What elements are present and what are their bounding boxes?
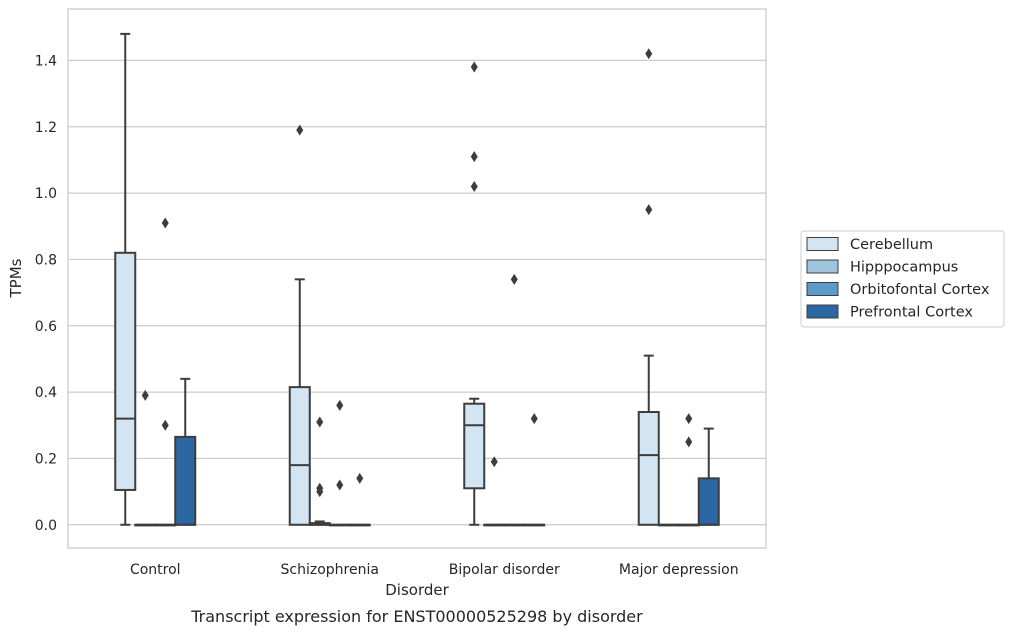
outlier-point [685, 413, 693, 425]
box [288, 386, 311, 526]
y-tick-label: 0.2 [35, 451, 57, 467]
outlier-point [316, 486, 324, 498]
legend-swatch [806, 259, 839, 274]
legend-swatch [806, 237, 839, 251]
x-tick-label: Schizophrenia [281, 562, 379, 578]
outlier-point [490, 456, 498, 468]
y-axis-title: TPMs [7, 258, 25, 298]
y-tick-label: 1.4 [35, 53, 57, 69]
legend-label: Orbitofontal Cortex [850, 282, 990, 298]
legend: Cerebellum Hipppocampus Orbitofontal Corte… [800, 230, 1005, 328]
legend-label: Cerebellum [850, 237, 933, 253]
outlier-point [336, 399, 344, 411]
outlier-point [356, 472, 364, 484]
box [114, 251, 137, 491]
outlier-point [161, 217, 169, 229]
legend-frame [800, 230, 1005, 328]
legend-label: Prefrontal Cortex [850, 305, 973, 321]
y-tick-label: 0.6 [35, 319, 57, 335]
y-tick-label: 0.0 [35, 518, 57, 534]
y-tick-label: 0.8 [35, 252, 57, 268]
y-tick-label: 1.2 [35, 120, 57, 136]
outlier-point [141, 389, 149, 401]
y-tick-label: 0.4 [35, 385, 57, 401]
outlier-point [296, 124, 304, 136]
outlier-point [316, 416, 324, 428]
outlier-point [336, 479, 344, 491]
series-cerebellum [114, 32, 660, 526]
series-orbitofontal-cortex [154, 217, 700, 527]
x-tick-label: Bipolar disorder [449, 562, 560, 578]
box [697, 477, 720, 526]
x-axis-title: Disorder [385, 581, 449, 599]
outlier-point [470, 61, 478, 73]
series-prefrontal-cortex [174, 377, 720, 527]
outlier-point [645, 204, 653, 216]
outlier-point [530, 413, 538, 425]
box-series [114, 32, 720, 527]
plot-area-frame [67, 8, 767, 549]
legend-label: Hipppocampus [850, 260, 958, 276]
x-tick-label: Major depression [619, 562, 739, 578]
x-tick-label: Control [130, 562, 181, 578]
outlier-point [470, 180, 478, 192]
outlier-point [510, 273, 518, 285]
y-tick-label: 1.0 [35, 186, 57, 202]
outlier-point [470, 151, 478, 163]
box [637, 411, 660, 526]
box [174, 435, 197, 526]
legend-swatch [806, 282, 839, 296]
x-tick-labels: Control Schizophrenia Bipolar disorder Majo… [130, 562, 739, 578]
outlier-point [645, 48, 653, 60]
y-tick-labels: 0.0 0.2 0.4 0.6 0.8 1.0 1.2 1.4 [35, 53, 57, 533]
outlier-point [685, 436, 693, 448]
outlier-point [161, 419, 169, 431]
box [463, 402, 486, 490]
legend-swatch [806, 304, 839, 319]
chart-caption: Transcript expression for ENST0000052529… [190, 607, 643, 626]
